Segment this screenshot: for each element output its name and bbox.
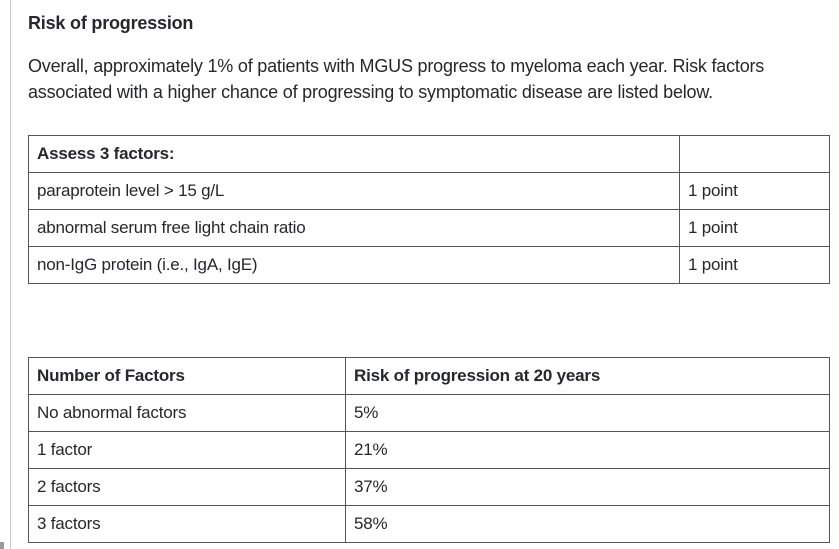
risk-value-cell: 5%: [345, 394, 830, 432]
risk-table-header-factors: Number of Factors: [28, 357, 346, 395]
factor-cell: non-IgG protein (i.e., IgA, IgE): [28, 246, 680, 284]
window-edge-fragment: [0, 542, 4, 549]
table-row: Assess 3 factors:: [28, 135, 830, 173]
table-row: non-IgG protein (i.e., IgA, IgE) 1 point: [28, 246, 830, 284]
table-row: 3 factors 58%: [28, 505, 830, 543]
points-cell: 1 point: [679, 172, 830, 210]
risk-value-cell: 58%: [345, 505, 830, 543]
intro-paragraph: Overall, approximately 1% of patients wi…: [28, 56, 765, 102]
factor-count-cell: No abnormal factors: [28, 394, 346, 432]
risk-table-header-risk: Risk of progression at 20 years: [345, 357, 830, 395]
factor-count-cell: 1 factor: [28, 431, 346, 469]
table-header-row: Number of Factors Risk of progression at…: [28, 357, 830, 395]
table-row: 2 factors 37%: [28, 468, 830, 506]
table-row: abnormal serum free light chain ratio 1 …: [28, 209, 830, 247]
factors-table-header-cell: Assess 3 factors:: [28, 135, 680, 173]
table-row: No abnormal factors 5%: [28, 394, 830, 432]
factor-count-cell: 2 factors: [28, 468, 346, 506]
factor-cell: abnormal serum free light chain ratio: [28, 209, 680, 247]
page-left-border: [10, 0, 11, 549]
points-cell: 1 point: [679, 209, 830, 247]
table-row: 1 factor 21%: [28, 431, 830, 469]
points-cell: 1 point: [679, 246, 830, 284]
factor-cell: paraprotein level > 15 g/L: [28, 172, 680, 210]
risk-table: Number of Factors Risk of progression at…: [28, 357, 830, 543]
page-title: Risk of progression: [28, 13, 194, 33]
risk-value-cell: 21%: [345, 431, 830, 469]
factors-table: Assess 3 factors: paraprotein level > 15…: [28, 135, 830, 284]
risk-value-cell: 37%: [345, 468, 830, 506]
factor-count-cell: 3 factors: [28, 505, 346, 543]
table-row: paraprotein level > 15 g/L 1 point: [28, 172, 830, 210]
factors-table-header-points-cell: [679, 135, 830, 173]
